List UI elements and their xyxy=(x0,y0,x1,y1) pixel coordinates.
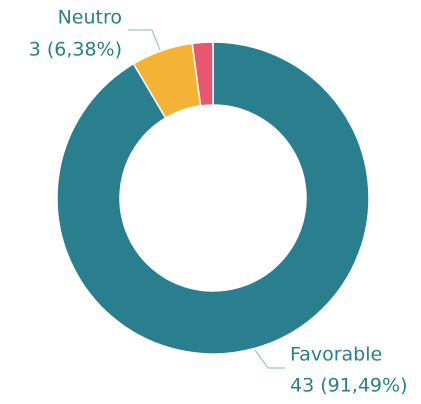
donut-slice xyxy=(191,41,214,107)
donut-slice xyxy=(56,41,370,355)
slice-label: Neutro xyxy=(58,7,122,29)
slice-label: Favorable xyxy=(290,344,382,366)
slice-value-label: 3 (6,38%) xyxy=(29,39,122,61)
slice-value-label: 43 (91,49%) xyxy=(290,375,408,397)
leader-line xyxy=(128,29,161,51)
leader-line xyxy=(254,349,285,369)
